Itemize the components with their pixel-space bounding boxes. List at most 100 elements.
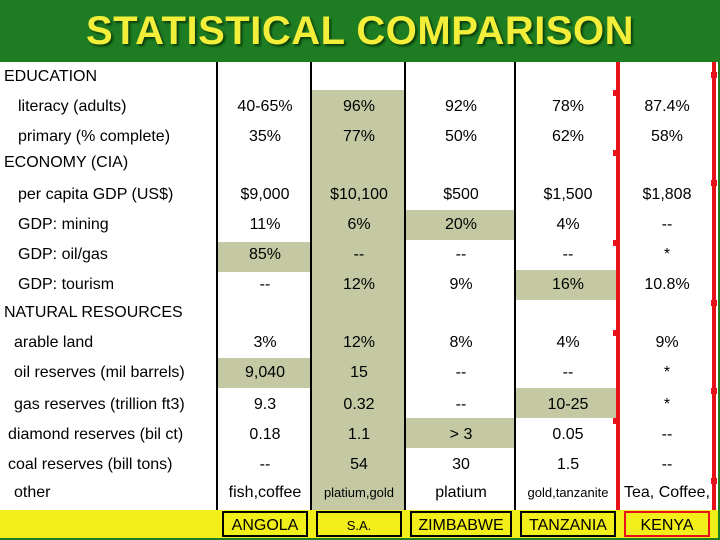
country-label-4: KENYA	[624, 511, 710, 537]
table-cell-diamond-4: --	[661, 426, 673, 443]
table-cell-arable-2: 8%	[449, 334, 473, 351]
label-other: other	[14, 484, 51, 501]
table-cell-other-1: platium,gold	[323, 485, 395, 500]
table-cell-tourism-0: --	[259, 276, 271, 293]
section-economy: ECONOMY (CIA)	[4, 154, 129, 171]
column-divider	[404, 62, 406, 514]
table-cell-gas_res-3: 10-25	[547, 396, 589, 413]
table-cell-gdp_pc-4: $1,808	[642, 186, 692, 203]
table-cell-gdp_pc-1: $10,100	[330, 186, 388, 203]
country-label-3: TANZANIA	[520, 511, 616, 537]
table-cell-arable-4: 9%	[655, 334, 679, 351]
column-divider	[216, 62, 218, 514]
grid-mark	[711, 180, 717, 186]
page-title: STATISTICAL COMPARISON	[85, 9, 635, 53]
table-cell-oil_res-3: --	[562, 364, 574, 381]
column-divider-red	[616, 62, 620, 514]
section-resources: NATURAL RESOURCES	[4, 304, 183, 321]
table-cell-arable-3: 4%	[556, 334, 580, 351]
grid-mark	[711, 300, 717, 306]
grid-mark	[613, 150, 619, 156]
table-cell-literacy-1: 96%	[342, 98, 376, 115]
grid-mark	[711, 388, 717, 394]
table-cell-primary-0: 35%	[248, 128, 282, 145]
table-cell-tourism-1: 12%	[342, 276, 376, 293]
column-divider-red	[712, 62, 716, 514]
table-cell-diamond-3: 0.05	[552, 426, 584, 443]
table-cell-mining-0: 11%	[249, 216, 281, 233]
label-arable: arable land	[14, 334, 94, 351]
section-education: EDUCATION	[4, 68, 98, 85]
row-labels: EDUCATION literacy (adults) primary (% c…	[0, 62, 218, 538]
table-cell-literacy-2: 92%	[444, 98, 478, 115]
grid-mark	[613, 240, 619, 246]
label-gas-reserves: gas reserves (trillion ft3)	[14, 396, 185, 413]
table-cell-coal-0: --	[259, 456, 271, 473]
table-cell-primary-1: 77%	[342, 128, 376, 145]
table-cell-other-4: Tea, Coffee,	[624, 484, 710, 501]
label-gdp-oilgas: GDP: oil/gas	[18, 246, 108, 263]
table-cell-diamond-0: 0.18	[249, 426, 281, 443]
table-cell-mining-2: 20%	[444, 216, 478, 233]
table-cell-coal-2: 30	[452, 456, 470, 473]
table-cell-arable-0: 3%	[253, 334, 277, 351]
table-cell-oilgas-2: --	[455, 246, 467, 263]
table-cell-gas_res-0: 9.3	[253, 396, 277, 413]
label-primary: primary (% complete)	[18, 128, 171, 145]
country-label-2: ZIMBABWE	[410, 511, 512, 537]
table-cell-gas_res-1: 0.32	[343, 396, 375, 413]
table-cell-gas_res-4: *	[663, 396, 671, 413]
table-cell-primary-2: 50%	[444, 128, 478, 145]
country-label-1: S.A.	[316, 511, 402, 537]
table-cell-tourism-3: 16%	[551, 276, 585, 293]
highlight-sa-column	[312, 90, 406, 510]
label-oil-reserves: oil reserves (mil barrels)	[14, 364, 185, 381]
table-cell-other-2: platium	[435, 484, 487, 501]
grid-mark	[613, 90, 619, 96]
table-cell-diamond-1: 1.1	[347, 426, 371, 443]
grid-mark	[711, 478, 717, 484]
grid-mark	[613, 330, 619, 336]
table-cell-literacy-4: 87.4%	[644, 98, 690, 115]
label-literacy: literacy (adults)	[18, 98, 127, 115]
highlight-zimbabwe-mining	[406, 210, 516, 240]
table-cell-mining-4: --	[661, 216, 673, 233]
table-cell-primary-4: 58%	[650, 128, 684, 145]
highlight-tanzania-gas	[516, 388, 620, 418]
table-cell-oilgas-3: --	[562, 246, 574, 263]
table-cell-gdp_pc-0: $9,000	[240, 186, 290, 203]
table-cell-arable-1: 12%	[342, 334, 376, 351]
column-divider	[310, 62, 312, 514]
table-cell-primary-3: 62%	[551, 128, 585, 145]
table-cell-other-0: fish,coffee	[228, 484, 302, 501]
table-cell-oilgas-4: *	[663, 246, 671, 263]
table-cell-gdp_pc-3: $1,500	[543, 186, 593, 203]
table-cell-coal-4: --	[661, 456, 673, 473]
table-cell-literacy-0: 40-65%	[237, 98, 293, 115]
column-divider	[514, 62, 516, 514]
table-cell-oilgas-0: 85%	[248, 246, 282, 263]
label-gdp-mining: GDP: mining	[18, 216, 109, 233]
table-cell-tourism-2: 9%	[449, 276, 473, 293]
table-cell-tourism-4: 10.8%	[644, 276, 690, 293]
table-cell-oil_res-4: *	[663, 364, 671, 381]
table-cell-oilgas-1: --	[353, 246, 365, 263]
table-cell-oil_res-0: 9,040	[244, 364, 286, 381]
table-cell-mining-1: 6%	[347, 216, 371, 233]
highlight-zimbabwe-diamond	[406, 418, 516, 448]
table-cell-coal-3: 1.5	[556, 456, 580, 473]
table-cell-gas_res-2: --	[455, 396, 467, 413]
comparison-table: EDUCATION literacy (adults) primary (% c…	[0, 62, 718, 538]
highlight-angola-oilgas	[218, 242, 312, 272]
grid-mark	[711, 72, 717, 78]
country-label-0: ANGOLA	[222, 511, 308, 537]
table-cell-diamond-2: > 3	[449, 426, 473, 443]
table-cell-oil_res-1: 15	[350, 364, 368, 381]
grid-mark	[613, 418, 619, 424]
table-cell-oil_res-2: --	[455, 364, 467, 381]
table-cell-coal-1: 54	[350, 456, 368, 473]
table-cell-mining-3: 4%	[556, 216, 580, 233]
highlight-tanzania-tourism	[516, 270, 620, 300]
table-cell-literacy-3: 78%	[551, 98, 585, 115]
label-gdp-per-capita: per capita GDP (US$)	[18, 186, 174, 203]
